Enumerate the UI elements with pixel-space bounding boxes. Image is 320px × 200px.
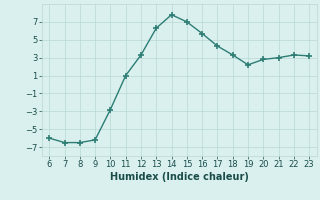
X-axis label: Humidex (Indice chaleur): Humidex (Indice chaleur) <box>110 172 249 182</box>
